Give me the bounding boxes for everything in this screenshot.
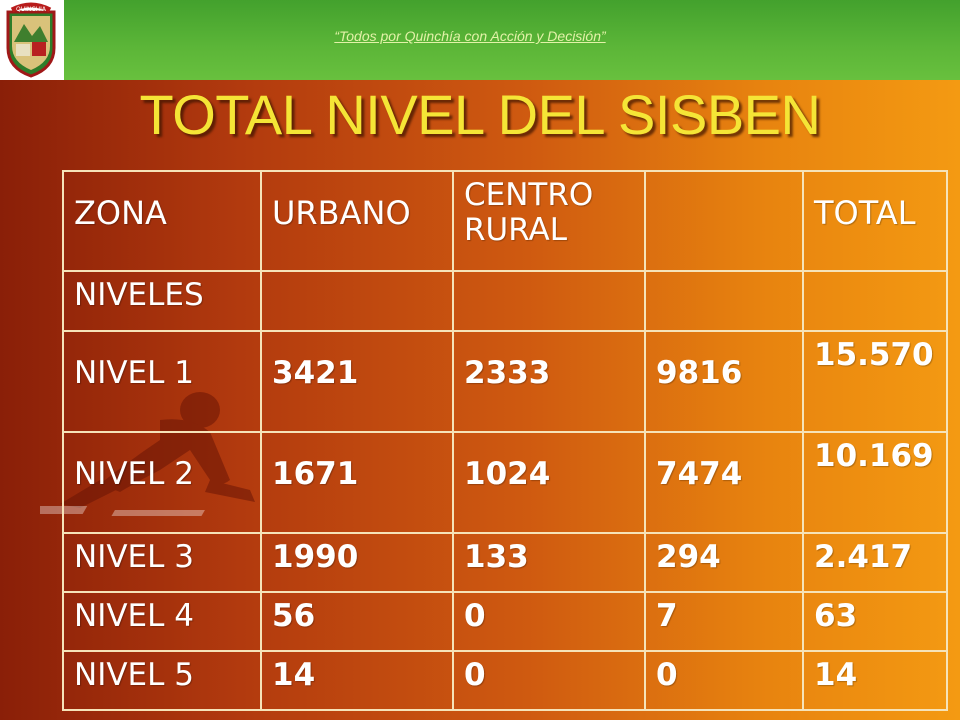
table-row: NIVEL 1 3421 2333 9816 15.570 [62, 330, 948, 433]
table-cell: 294 [644, 532, 804, 593]
table-subheader-row: NIVELES [62, 270, 948, 332]
row-label-cell: NIVEL 2 [62, 431, 262, 534]
table-header-row: ZONA URBANO CENTRO RURAL TOTAL [62, 170, 948, 272]
top-banner: QUINCHIA “Todos por Quinchía con Acción … [0, 0, 960, 80]
table-row: NIVEL 2 1671 1024 7474 10.169 [62, 431, 948, 534]
logo-container: QUINCHIA [0, 0, 64, 80]
header-cell: ZONA [62, 170, 262, 272]
sisben-table: ZONA URBANO CENTRO RURAL TOTAL NIVELES N… [62, 170, 948, 711]
subheader-cell: NIVELES [62, 270, 262, 332]
header-cell: CENTRO RURAL [452, 170, 646, 272]
table-row: NIVEL 4 56 0 7 63 [62, 591, 948, 652]
table-cell: 14 [260, 650, 454, 711]
row-label-cell: NIVEL 1 [62, 330, 262, 433]
table-cell: 56 [260, 591, 454, 652]
table-cell: 1671 [260, 431, 454, 534]
table-cell: 7 [644, 591, 804, 652]
slogan-link[interactable]: “Todos por Quinchía con Acción y Decisió… [334, 28, 606, 44]
subheader-cell [802, 270, 948, 332]
row-label-cell: NIVEL 3 [62, 532, 262, 593]
table-cell: 0 [452, 591, 646, 652]
row-label-cell: NIVEL 5 [62, 650, 262, 711]
total-cell: 2.417 [802, 532, 948, 593]
table-row: NIVEL 5 14 0 0 14 [62, 650, 948, 711]
header-cell [644, 170, 804, 272]
table-cell: 9816 [644, 330, 804, 433]
subheader-cell [644, 270, 804, 332]
subheader-cell [260, 270, 454, 332]
logo-text: QUINCHIA [16, 6, 47, 13]
total-cell: 14 [802, 650, 948, 711]
page-title: TOTAL NIVEL DEL SISBEN [139, 83, 821, 146]
table-cell: 1990 [260, 532, 454, 593]
table-row: NIVEL 3 1990 133 294 2.417 [62, 532, 948, 593]
header-cell: TOTAL [802, 170, 948, 272]
table-cell: 0 [452, 650, 646, 711]
subheader-cell [452, 270, 646, 332]
table-cell: 133 [452, 532, 646, 593]
table-cell: 3421 [260, 330, 454, 433]
total-cell: 15.570 [802, 330, 948, 433]
row-label-cell: NIVEL 4 [62, 591, 262, 652]
total-cell: 63 [802, 591, 948, 652]
table-cell: 1024 [452, 431, 646, 534]
table-cell: 0 [644, 650, 804, 711]
header-cell: URBANO [260, 170, 454, 272]
quinchia-shield-logo-icon: QUINCHIA [6, 2, 56, 78]
table-cell: 2333 [452, 330, 646, 433]
table-cell: 7474 [644, 431, 804, 534]
total-cell: 10.169 [802, 431, 948, 534]
